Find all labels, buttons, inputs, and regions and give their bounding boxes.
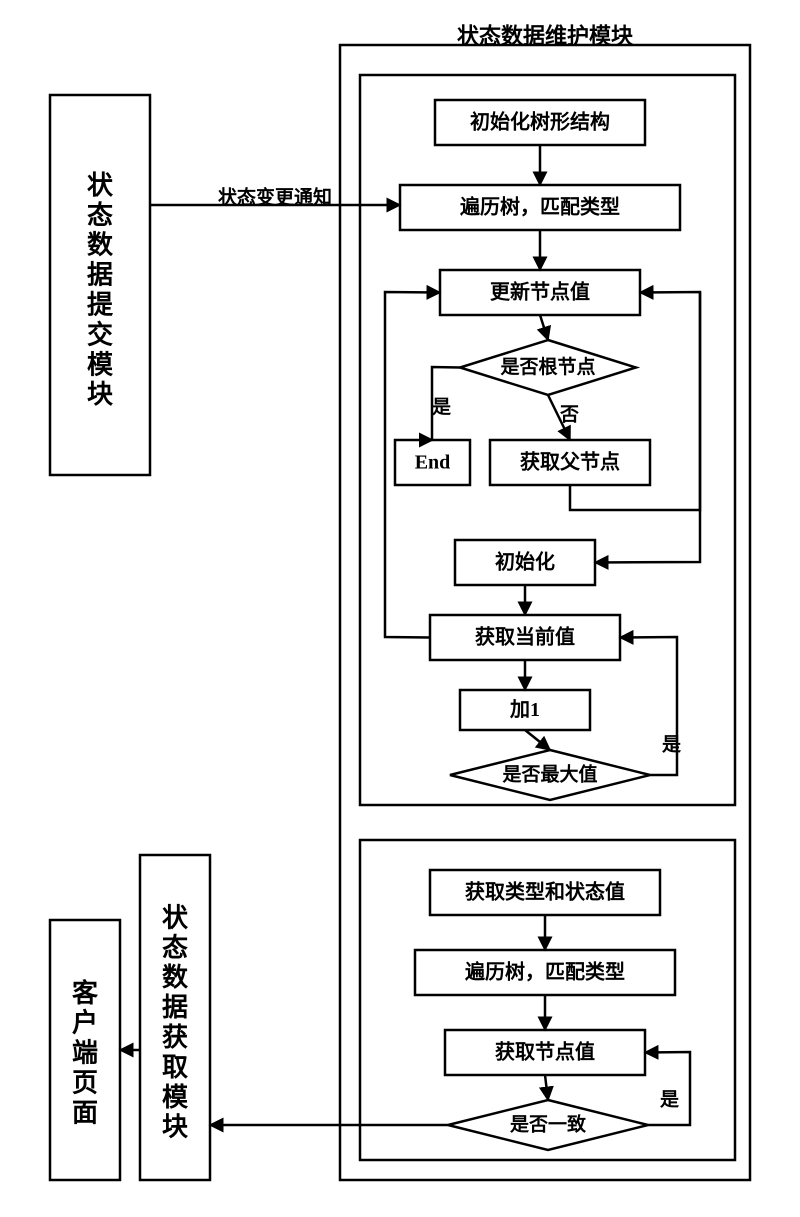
- svg-text:遍历树，匹配类型: 遍历树，匹配类型: [464, 960, 625, 984]
- svg-text:遍历树，匹配类型: 遍历树，匹配类型: [459, 195, 620, 219]
- svg-text:状态数据获取模块: 状态数据获取模块: [162, 903, 189, 1141]
- svg-text:是: 是: [662, 734, 681, 756]
- svg-text:获取类型和状态值: 获取类型和状态值: [465, 880, 625, 904]
- svg-text:状态数据维护模块: 状态数据维护模块: [457, 24, 634, 49]
- svg-text:是否根节点: 是否根节点: [500, 355, 595, 378]
- svg-text:更新节点值: 更新节点值: [490, 280, 590, 304]
- svg-text:是: 是: [432, 396, 451, 418]
- svg-text:状态数据提交模块: 状态数据提交模块: [87, 170, 114, 408]
- svg-text:初始化: 初始化: [495, 550, 555, 574]
- svg-text:客户端页面: 客户端页面: [72, 977, 99, 1127]
- svg-text:状态变更通知: 状态变更通知: [218, 186, 332, 209]
- svg-text:是: 是: [660, 1089, 679, 1111]
- svg-text:获取父节点: 获取父节点: [520, 450, 620, 474]
- svg-text:获取当前值: 获取当前值: [475, 625, 575, 649]
- svg-text:获取节点值: 获取节点值: [495, 1040, 595, 1064]
- svg-text:End: End: [415, 452, 451, 474]
- svg-text:是否一致: 是否一致: [510, 1113, 587, 1136]
- svg-text:否: 否: [559, 405, 579, 426]
- svg-text:是否最大值: 是否最大值: [502, 763, 597, 786]
- svg-text:初始化树形结构: 初始化树形结构: [470, 110, 610, 134]
- svg-text:加1: 加1: [509, 698, 540, 721]
